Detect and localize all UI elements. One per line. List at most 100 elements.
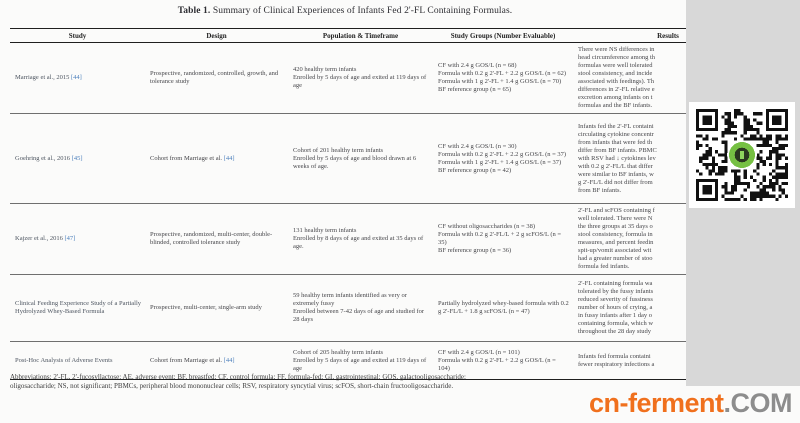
results-line: Infants fed the 2'-FL containi	[578, 122, 654, 130]
study-group-line: Formula with 1 g 2'-FL + 1.4 g GOS/L (n …	[438, 158, 562, 166]
results-line: excretion among infants on t	[578, 94, 653, 101]
table-row: Kajzer et al., 2016 [47] Prospective, ra…	[10, 203, 686, 274]
results-line: were similar to BF infants, w	[578, 170, 654, 178]
results-line: Infants fed formula containi	[578, 352, 651, 360]
qr-code-card	[689, 102, 795, 208]
results-line: had a greater number of stoo	[578, 255, 653, 262]
header-population: Population & Timeframe	[322, 31, 399, 40]
cell-design: Prospective, randomized, controlled, gro…	[145, 67, 288, 89]
qr-finder-patterns	[696, 109, 788, 201]
study-group-line: BF reference group (n = 65)	[438, 86, 512, 93]
cell-study: Clinical Feeding Experience Study of a P…	[10, 297, 145, 319]
design-text: Prospective, randomized, multi-center, d…	[150, 231, 273, 246]
population-line: Enrolled between 7-42 days of age and st…	[293, 308, 425, 323]
results-line: formulas and the BF infants.	[578, 102, 653, 109]
cell-design: Cohort from Marriage et al. [44]	[145, 152, 288, 166]
study-group-line: Formula with 0.2 g 2'-FL + 2.2 g GOS/L (…	[438, 70, 567, 77]
results-line: from BF infants.	[578, 186, 622, 194]
results-line: 2'-FL and scFOS containing f	[578, 207, 655, 214]
cell-study-groups: CF without oligosaccharides (n = 38) Form…	[433, 220, 573, 258]
results-line: head circumference among th	[578, 54, 656, 61]
study-group-line: Formula with 0.2 g 2'-FL/L + 2 g scFOS/L…	[438, 231, 562, 246]
results-line: number of hours of crying, a	[578, 304, 653, 311]
design-text: Prospective, multi-center, single-arm st…	[150, 304, 262, 311]
abbreviations-footnote: Abbreviations: 2'-FL, 2'-fucosyllactose;…	[10, 373, 686, 391]
study-group-line: BF reference group (n = 36)	[438, 247, 512, 254]
results-line: formulas were well tolerated	[578, 62, 653, 69]
results-line: There were NS differences in	[578, 46, 655, 53]
study-group-line: CF without oligosaccharides (n = 38)	[438, 223, 535, 230]
cell-study-groups: CF with 2.4 g GOS/L (n = 101) Formula wit…	[433, 346, 573, 376]
cell-design: Prospective, randomized, multi-center, d…	[145, 228, 288, 250]
design-citation-ref[interactable]: [44]	[223, 154, 235, 162]
study-text: Marriage et al., 2015	[15, 74, 71, 81]
results-line: well tolerated. There were N	[578, 215, 653, 222]
population-line: Enrolled by 5 days of age and exited at …	[293, 74, 427, 89]
population-line: Enrolled by 8 days of age and exited at …	[293, 235, 424, 250]
design-citation-ref[interactable]: [44]	[223, 356, 235, 364]
watermark-tld: .COM	[723, 388, 793, 418]
results-line: reduced severity of fussiness	[578, 296, 653, 303]
results-line: from infants that were fed th	[578, 138, 653, 146]
table-header-row: Study Design Population & Timeframe Stud…	[10, 28, 686, 43]
header-study-groups: Study Groups (Number Evaluable)	[450, 31, 556, 40]
table-row: Marriage et al., 2015 [44] Prospective, …	[10, 43, 686, 113]
results-line: with 0.2 g 2'-FL/L that differ	[578, 162, 653, 170]
study-text: Post-Hoc Analysis of Adverse Events	[15, 356, 113, 364]
results-line: differ from BF infants. PBMC	[578, 146, 657, 154]
results-line: g 2'-FL/L did not differ from	[578, 178, 653, 186]
results-line: circulating cytokine concentr	[578, 130, 654, 138]
design-text: Prospective, randomized, controlled, gro…	[150, 70, 279, 85]
site-watermark: cn-ferment.COM	[589, 388, 793, 419]
cell-study: Kajzer et al., 2016 [47]	[10, 232, 145, 246]
design-text: Cohort from Marriage et al.	[150, 356, 224, 364]
results-line: measures, and percent feedin	[578, 239, 654, 246]
study-citation-ref[interactable]: [45]	[71, 154, 83, 162]
study-group-line: CF with 2.4 g GOS/L (n = 68)	[438, 62, 517, 69]
population-line: Cohort of 201 healthy term infants	[293, 146, 384, 154]
study-citation-ref[interactable]: [47]	[64, 235, 76, 242]
table-row: Clinical Feeding Experience Study of a P…	[10, 274, 686, 341]
population-line: Enrolled by 5 days of age and blood draw…	[293, 154, 417, 170]
header-design: Design	[206, 31, 227, 40]
study-text: Goehring et al., 2016	[15, 154, 72, 162]
table-title-text: Summary of Clinical Experiences of Infan…	[210, 6, 513, 16]
results-line: in fussy infants after 1 day o	[578, 312, 653, 319]
study-group-line: Formula with 0.2 g 2'-FL + 2.2 g GOS/L (…	[438, 150, 567, 158]
cell-study-groups: CF with 2.4 g GOS/L (n = 30) Formula with…	[433, 140, 573, 178]
results-line: with RSV had ↓ cytokines lev	[578, 154, 656, 162]
design-text: Cohort from Marriage et al.	[150, 154, 224, 162]
results-line: containing formula, which w	[578, 320, 654, 327]
header-study: Study	[68, 31, 87, 40]
results-line: fewer respiratory infections a	[578, 360, 655, 368]
footnote-line-2: oligosaccharide; NS, not significant; PB…	[10, 382, 454, 390]
population-line: 131 healthy term infants	[293, 227, 357, 234]
population-line: 420 healthy term infants	[293, 66, 357, 73]
qr-center-logo	[727, 140, 757, 170]
study-citation-ref[interactable]: [44]	[70, 74, 82, 81]
results-line: stool consistency, formula in	[578, 231, 653, 238]
results-line: 2'-FL containing formula wa	[578, 280, 653, 287]
cell-study: Marriage et al., 2015 [44]	[10, 71, 145, 85]
cell-design: Cohort from Marriage et al. [44]	[145, 354, 288, 368]
results-line: throughout the 28 day study	[578, 328, 651, 335]
cell-results: There were NS differences in head circumf…	[573, 43, 686, 113]
population-line: Enrolled by 5 days of age and exited at …	[293, 356, 427, 372]
cell-results: 2'-FL containing formula wa tolerated by …	[573, 277, 686, 339]
cell-study: Post-Hoc Analysis of Adverse Events	[10, 354, 145, 368]
cell-design: Prospective, multi-center, single-arm st…	[145, 301, 288, 315]
cell-population: 131 healthy term infants Enrolled by 8 da…	[288, 224, 433, 254]
cell-study-groups: CF with 2.4 g GOS/L (n = 68) Formula with…	[433, 59, 573, 97]
study-group-line: BF reference group (n = 42)	[438, 166, 512, 174]
footnote-line-1: Abbreviations: 2'-FL, 2'-fucosyllactose;…	[10, 373, 466, 381]
cell-study: Goehring et al., 2016 [45]	[10, 152, 145, 166]
study-group-line: Formula with 1 g 2'-FL + 1.4 g GOS/L (n …	[438, 78, 562, 85]
results-line: stool consistency, and incide	[578, 70, 653, 77]
study-text: Kajzer et al., 2016	[15, 235, 65, 242]
results-line: formula fed infants.	[578, 263, 630, 270]
study-group-line: Partially hydrolyzed whey-based formula …	[438, 300, 569, 315]
qr-code	[696, 109, 788, 201]
cell-results: Infants fed formula containi fewer respir…	[573, 350, 686, 372]
results-line: differences in 2'-FL relative e	[578, 86, 655, 93]
cell-population: Cohort of 201 healthy term infants Enroll…	[288, 144, 433, 174]
